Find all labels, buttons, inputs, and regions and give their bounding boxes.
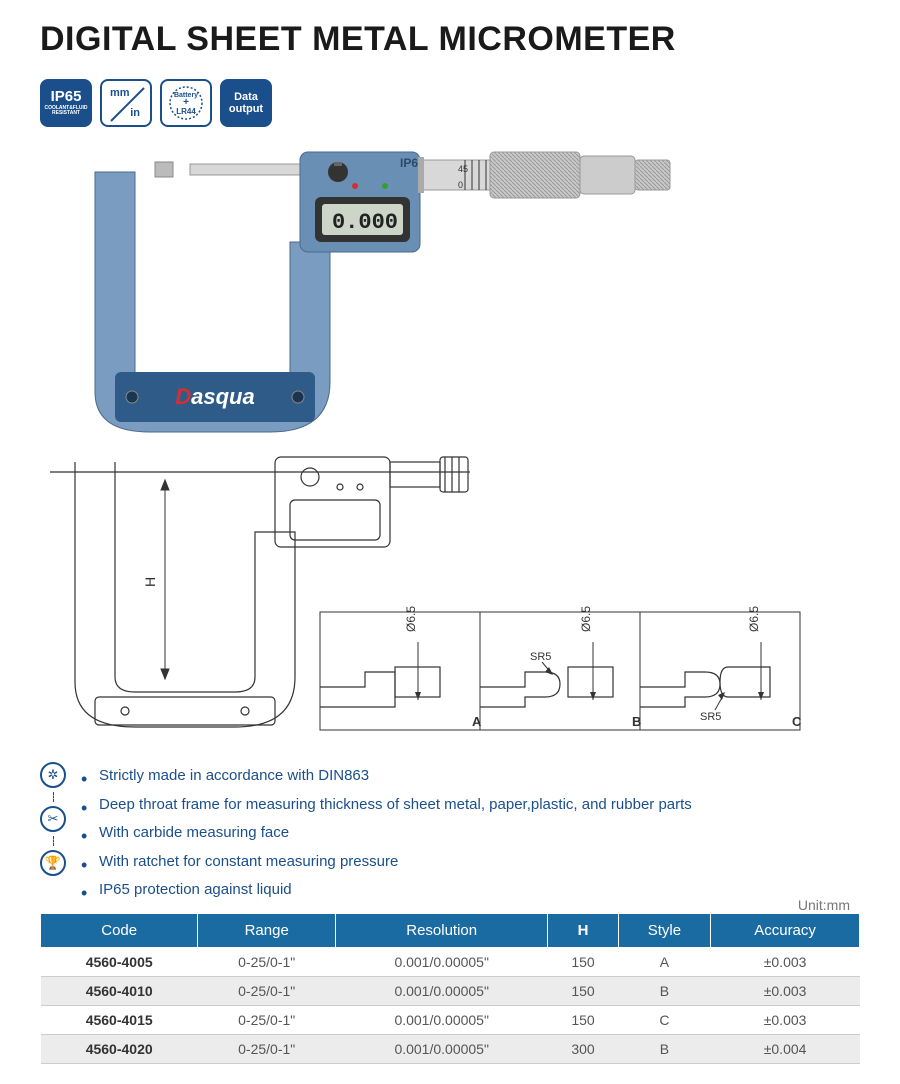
badge-row: IP65 COOLANT&FLUID RESISTANT mm in Batte…	[40, 79, 860, 127]
cell-style: B	[618, 976, 710, 1005]
cell-h: 150	[548, 947, 618, 976]
cell-res: 0.001/0.00005"	[336, 1005, 548, 1034]
cell-h: 150	[548, 1005, 618, 1034]
product-image: Dasqua IP65 0.000 45 0	[40, 142, 860, 442]
table-row: 4560-4020 0-25/0-1" 0.001/0.00005" 300 B…	[41, 1034, 860, 1063]
badge-mm-in: mm in	[100, 79, 152, 127]
diagram-svg: H Ø6.5 A SR5 Ø6.5 B	[40, 452, 840, 752]
trophy-icon: 🏆	[40, 850, 66, 876]
cell-res: 0.001/0.00005"	[336, 1034, 548, 1063]
col-range: Range	[198, 913, 336, 947]
battery-text2: LR44	[176, 107, 196, 116]
variant-c-label: C	[792, 714, 802, 729]
cell-acc: ±0.003	[711, 976, 860, 1005]
sr5-c: SR5	[700, 711, 721, 723]
sr5-b: SR5	[530, 651, 551, 663]
cell-res: 0.001/0.00005"	[336, 976, 548, 1005]
unit-label: Unit:mm	[798, 897, 860, 913]
col-code: Code	[41, 913, 198, 947]
cell-range: 0-25/0-1"	[198, 1034, 336, 1063]
col-accuracy: Accuracy	[711, 913, 860, 947]
variant-b-label: B	[632, 714, 641, 729]
svg-text:0: 0	[458, 180, 463, 190]
col-h: H	[548, 913, 618, 947]
col-style: Style	[618, 913, 710, 947]
table-row: 4560-4005 0-25/0-1" 0.001/0.00005" 150 A…	[41, 947, 860, 976]
badge-data-output: Data output	[220, 79, 272, 127]
table-row: 4560-4010 0-25/0-1" 0.001/0.00005" 150 B…	[41, 976, 860, 1005]
cell-style: C	[618, 1005, 710, 1034]
brand-label: Dasqua	[175, 384, 254, 409]
dia-a: Ø6.5	[404, 606, 418, 632]
dia-c: Ø6.5	[747, 606, 761, 632]
cell-range: 0-25/0-1"	[198, 947, 336, 976]
feature-item: With carbide measuring face	[81, 819, 798, 848]
badge-slash-icon	[106, 83, 146, 123]
feature-item: Strictly made in accordance with DIN863	[81, 762, 798, 791]
cell-acc: ±0.004	[711, 1034, 860, 1063]
micrometer-svg: Dasqua IP65 0.000 45 0	[60, 142, 700, 442]
cell-acc: ±0.003	[711, 1005, 860, 1034]
features-list: Strictly made in accordance with DIN863 …	[81, 762, 798, 905]
badge-data-l1: Data	[234, 91, 258, 103]
svg-text:45: 45	[458, 164, 468, 174]
cell-style: A	[618, 947, 710, 976]
cell-code: 4560-4010	[41, 976, 198, 1005]
cell-code: 4560-4005	[41, 947, 198, 976]
badge-data-l2: output	[229, 103, 263, 115]
cell-acc: ±0.003	[711, 947, 860, 976]
technical-diagram: H Ø6.5 A SR5 Ø6.5 B	[40, 452, 860, 752]
cell-code: 4560-4015	[41, 1005, 198, 1034]
feature-item: With ratchet for constant measuring pres…	[81, 848, 798, 877]
badge-battery: Battery + LR44	[160, 79, 212, 127]
cell-range: 0-25/0-1"	[198, 1005, 336, 1034]
feature-item: IP65 protection against liquid	[81, 876, 798, 905]
dia-b: Ø6.5	[579, 606, 593, 632]
table-row: 4560-4015 0-25/0-1" 0.001/0.00005" 150 C…	[41, 1005, 860, 1034]
cell-style: B	[618, 1034, 710, 1063]
gear-icon: ✲	[40, 762, 66, 788]
battery-icon: Battery + LR44	[164, 83, 208, 123]
features-section: ✲ ✂ 🏆 Strictly made in accordance with D…	[40, 762, 798, 905]
tools-icon: ✂	[40, 806, 66, 832]
badge-in: in	[130, 107, 140, 119]
lcd-reading: 0.000	[332, 210, 398, 235]
col-resolution: Resolution	[336, 913, 548, 947]
cell-h: 150	[548, 976, 618, 1005]
cell-h: 300	[548, 1034, 618, 1063]
cell-code: 4560-4020	[41, 1034, 198, 1063]
spec-table: Code Range Resolution H Style Accuracy 4…	[40, 913, 860, 1064]
feature-icons-column: ✲ ✂ 🏆	[40, 762, 66, 876]
page-title: DIGITAL SHEET METAL MICROMETER	[40, 20, 860, 59]
cell-res: 0.001/0.00005"	[336, 947, 548, 976]
variant-a-label: A	[472, 714, 482, 729]
badge-ip65-sub2: RESISTANT	[52, 111, 80, 117]
badge-ip65: IP65 COOLANT&FLUID RESISTANT	[40, 79, 92, 127]
spec-table-body: 4560-4005 0-25/0-1" 0.001/0.00005" 150 A…	[41, 947, 860, 1063]
badge-ip65-main: IP65	[51, 89, 82, 106]
cell-range: 0-25/0-1"	[198, 976, 336, 1005]
feature-item: Deep throat frame for measuring thicknes…	[81, 791, 798, 820]
dim-h-label: H	[142, 577, 158, 587]
